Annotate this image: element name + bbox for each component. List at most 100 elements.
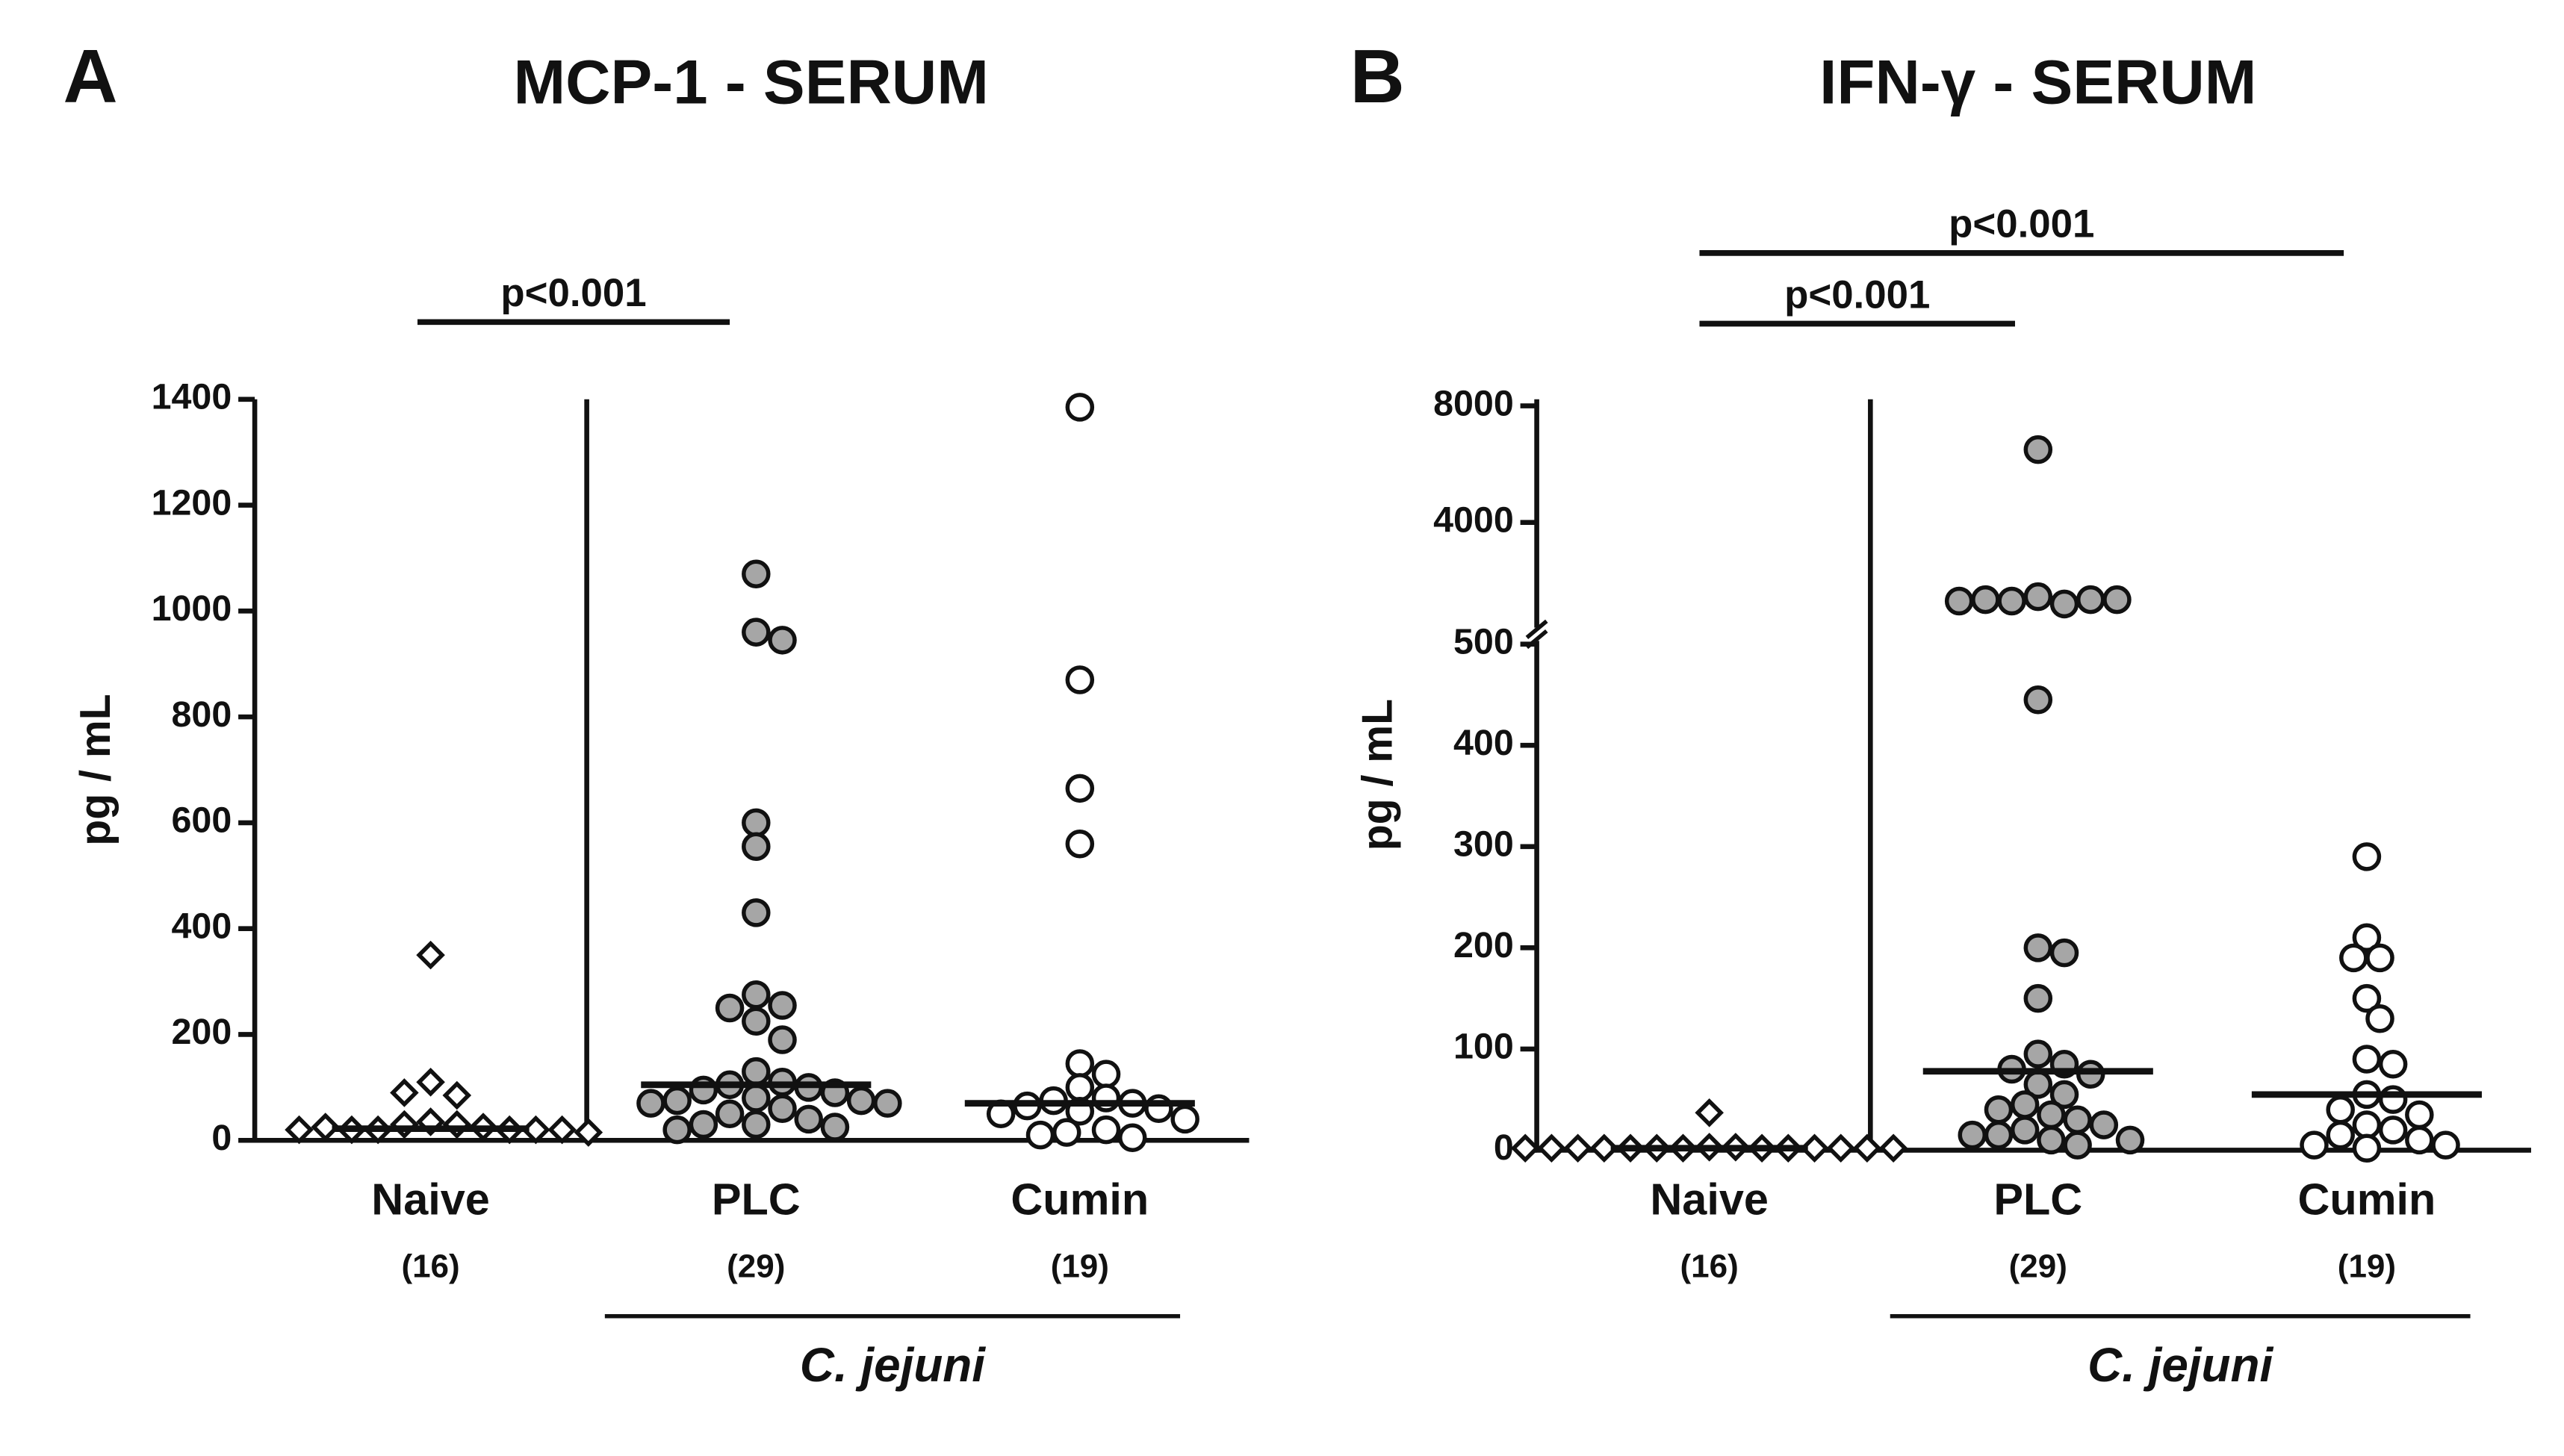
x-tick-label: Naive <box>1650 1175 1769 1225</box>
y-tick-label: 4000 <box>1433 500 1514 540</box>
y-tick-label: 1400 <box>152 377 232 417</box>
y-tick-label: 400 <box>1453 723 1514 763</box>
significance-label: p<0.001 <box>500 271 646 315</box>
data-point <box>1025 1120 1055 1150</box>
data-point <box>285 1115 314 1145</box>
data-point <box>2352 1110 2382 1139</box>
data-point <box>2023 933 2053 962</box>
data-point <box>1800 1133 1829 1163</box>
data-point <box>2352 923 2382 953</box>
data-point <box>2023 582 2053 612</box>
data-point <box>2365 1004 2394 1033</box>
data-point <box>742 1007 771 1036</box>
data-point <box>1510 1133 1540 1163</box>
data-point <box>1117 1123 1147 1152</box>
data-point <box>2037 1125 2066 1155</box>
data-point <box>2405 1100 2434 1130</box>
data-point <box>1065 829 1095 859</box>
data-point <box>1589 1133 1619 1163</box>
chart-title: IFN-γ - SERUM <box>1819 47 2256 117</box>
data-point <box>416 940 445 970</box>
data-point <box>1065 1049 1095 1078</box>
data-point <box>742 559 771 588</box>
y-tick-label: 1000 <box>152 588 232 629</box>
data-point <box>1091 1115 1121 1145</box>
data-point <box>2010 1090 2040 1119</box>
group-count: (16) <box>401 1248 459 1285</box>
panel-letter: A <box>63 34 117 119</box>
significance-label: p<0.001 <box>1949 202 2094 246</box>
group-label: C. jejuni <box>2087 1338 2273 1392</box>
data-point <box>742 1110 771 1139</box>
data-point <box>1878 1133 1908 1163</box>
data-point <box>1984 1095 2014 1124</box>
data-point <box>1052 1118 1081 1147</box>
y-axis-label: pg / mL <box>1354 699 1402 850</box>
data-point <box>2378 1049 2408 1079</box>
data-point <box>2405 1125 2434 1155</box>
y-axis-label: pg / mL <box>72 694 119 845</box>
group-count: (29) <box>2009 1248 2067 1285</box>
x-tick-label: Cumin <box>1011 1175 1149 1225</box>
group-count: (19) <box>1051 1248 1109 1285</box>
data-point <box>2300 1130 2329 1160</box>
data-point <box>2089 1110 2119 1139</box>
y-tick-label: 200 <box>1453 925 1514 965</box>
data-point <box>715 1099 745 1129</box>
data-point <box>768 991 797 1020</box>
data-point <box>311 1113 341 1142</box>
y-tick-label: 400 <box>172 906 232 946</box>
data-point <box>2023 685 2053 715</box>
x-tick-label: Cumin <box>2298 1175 2436 1225</box>
data-point <box>1537 1133 1566 1163</box>
group-count: (16) <box>1680 1248 1739 1285</box>
y-tick-label: 300 <box>1453 824 1514 865</box>
data-point <box>2352 983 2382 1013</box>
data-point <box>689 1075 718 1105</box>
data-point <box>1563 1133 1592 1163</box>
data-point <box>662 1086 692 1116</box>
y-tick-label: 800 <box>172 694 232 735</box>
data-point <box>416 1067 445 1097</box>
axis-break-mark <box>1525 619 1548 639</box>
data-point <box>742 1083 771 1113</box>
data-point <box>846 1086 876 1116</box>
data-point <box>742 832 771 862</box>
data-point <box>2063 1130 2092 1160</box>
data-point <box>2115 1125 2145 1155</box>
significance-label: p<0.001 <box>1784 273 1930 317</box>
data-point <box>742 617 771 647</box>
data-point <box>2352 1045 2382 1074</box>
y-tick-label: 100 <box>1453 1027 1514 1067</box>
data-point <box>2023 1039 2053 1068</box>
data-point <box>1065 393 1095 422</box>
group-label: C. jejuni <box>800 1338 986 1392</box>
y-tick-label: 0 <box>1494 1127 1514 1168</box>
data-point <box>2326 1120 2355 1150</box>
data-point <box>2049 589 2079 619</box>
y-tick-label: 600 <box>172 800 232 841</box>
data-point <box>1984 1120 2014 1150</box>
data-point <box>768 1094 797 1123</box>
data-point <box>2063 1105 2092 1135</box>
data-point <box>2352 842 2382 871</box>
y-tick-label: 200 <box>172 1012 232 1052</box>
data-point <box>2023 983 2053 1013</box>
data-point <box>2023 435 2053 464</box>
data-point <box>2365 943 2394 973</box>
data-point <box>1170 1104 1199 1134</box>
data-point <box>390 1078 419 1107</box>
data-point <box>689 1110 718 1139</box>
data-point <box>1091 1083 1121 1113</box>
data-point <box>2352 1133 2382 1163</box>
chart-title: MCP-1 - SERUM <box>513 47 988 117</box>
y-tick-label: 1200 <box>152 482 232 523</box>
data-point <box>442 1110 472 1139</box>
data-point <box>2102 585 2132 615</box>
data-point <box>390 1110 419 1139</box>
y-tick-label: 8000 <box>1433 383 1514 423</box>
data-point <box>820 1113 850 1142</box>
data-point <box>1091 1060 1121 1089</box>
